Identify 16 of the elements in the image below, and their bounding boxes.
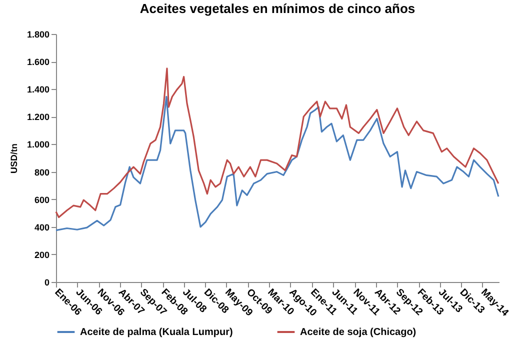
y-axis-title: USD/tn	[8, 144, 19, 174]
legend-label: Aceite de palma (Kuala Lumpur)	[80, 327, 233, 338]
y-tick-label: 1.200	[26, 112, 50, 122]
y-tick-label: 200	[34, 250, 50, 260]
y-tick-label: 800	[34, 167, 50, 178]
y-tick-label: 1.800	[26, 30, 50, 40]
chart-title: Aceites vegetales en mínimos de cinco años	[140, 1, 416, 16]
y-tick-label: 400	[34, 222, 50, 232]
line-series	[55, 96, 500, 232]
y-tick-label: 1.600	[26, 57, 50, 68]
y-tick-label: 0	[44, 278, 50, 288]
y-tick-label: 600	[34, 194, 50, 205]
legend-label: Aceite de soja (Chicago)	[300, 327, 416, 338]
y-tick-label: 1.000	[26, 140, 50, 150]
line-series	[55, 68, 500, 218]
y-tick-label: 1.400	[26, 84, 50, 95]
